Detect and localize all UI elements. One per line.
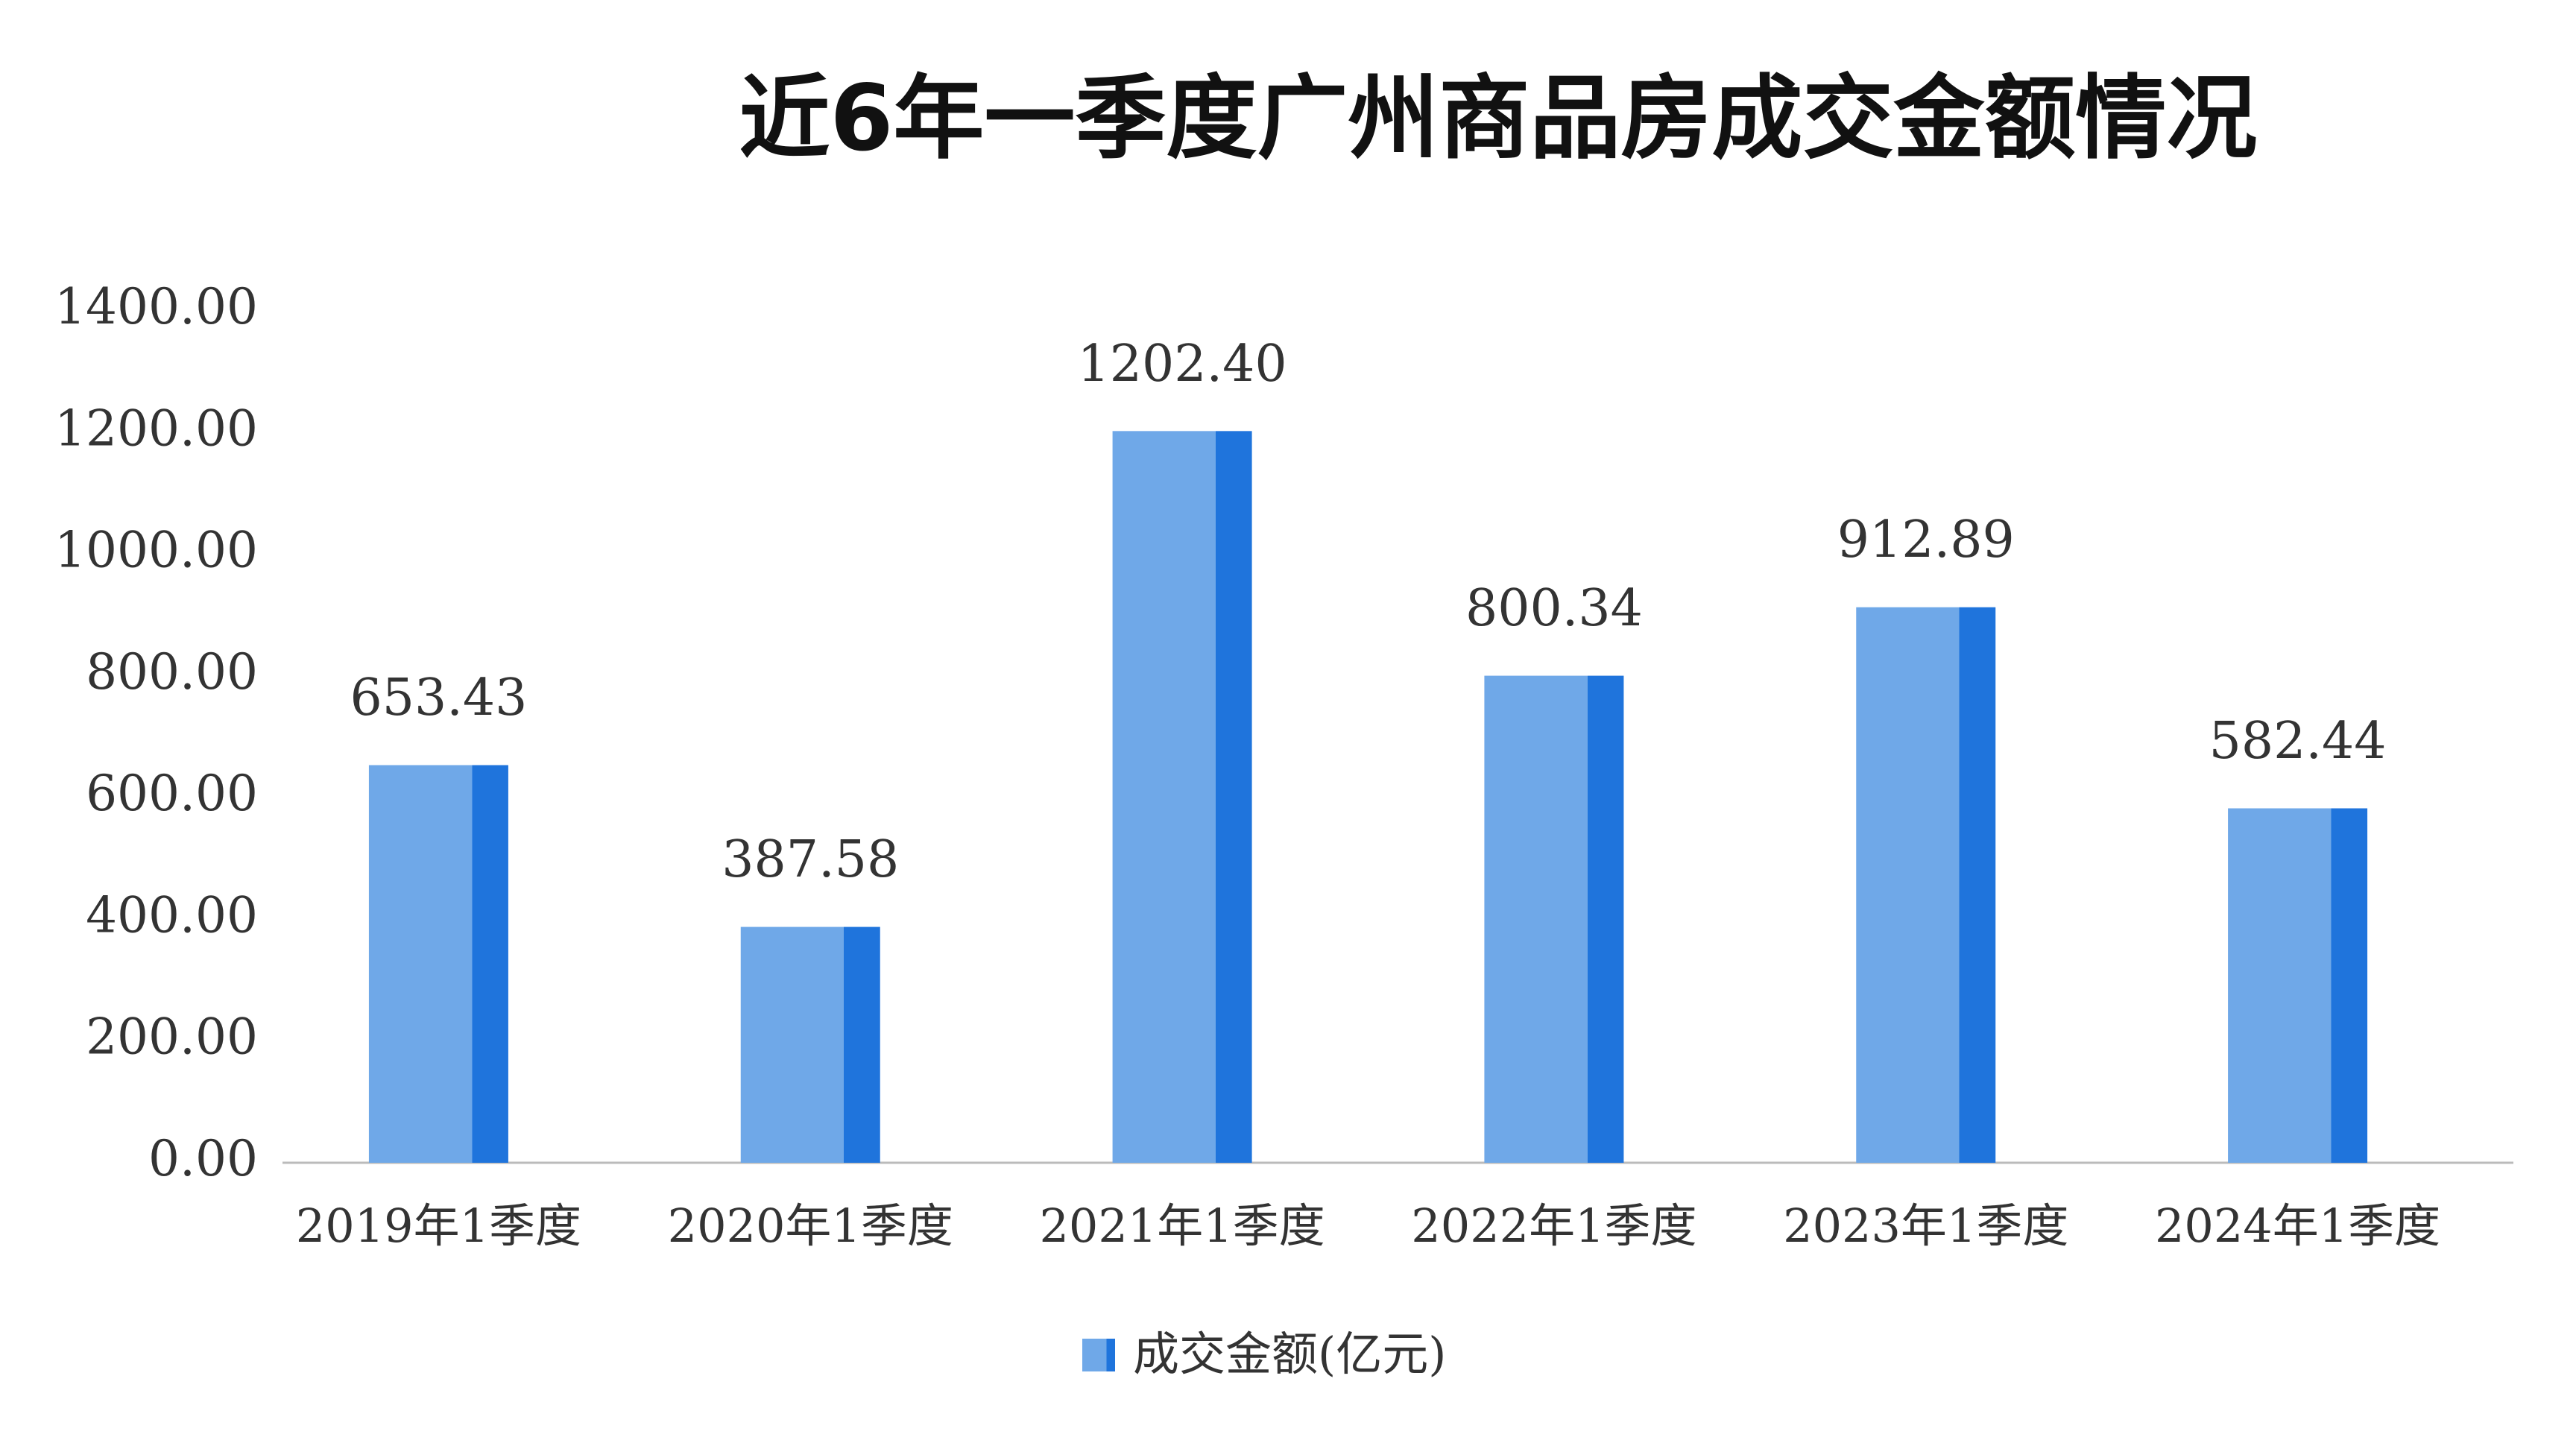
legend-label: 成交金额(亿元) [1133,1327,1446,1381]
y-tick-label: 200.00 [86,1008,258,1066]
chart-title: 近6年一季度广州商品房成交金额情况 [739,66,2258,171]
data-label: 1202.40 [1077,335,1287,394]
bar [1484,675,1624,1163]
bar [1112,431,1252,1163]
x-tick-label: 2021年1季度 [1039,1199,1325,1253]
data-label: 387.58 [722,830,899,889]
legend-swatch [1082,1339,1115,1371]
y-tick-label: 1000.00 [54,522,258,579]
bar [368,765,508,1163]
data-label: 653.43 [350,669,527,727]
x-tick-label: 2024年1季度 [2155,1199,2440,1253]
y-tick-label: 600.00 [86,765,258,822]
x-tick-label: 2023年1季度 [1783,1199,2068,1253]
data-label: 582.44 [2209,712,2387,771]
y-tick-label: 400.00 [86,886,258,944]
bar [740,926,880,1163]
data-label: 800.34 [1465,579,1643,638]
y-tick-label: 1200.00 [54,400,258,457]
y-tick-label: 1400.00 [54,278,258,335]
data-label: 912.89 [1837,511,2015,569]
y-tick-label: 0.00 [148,1130,258,1187]
x-tick-label: 2022年1季度 [1411,1199,1696,1253]
x-tick-label: 2020年1季度 [668,1199,953,1253]
y-tick-label: 800.00 [86,643,258,701]
x-tick-label: 2019年1季度 [296,1199,581,1253]
bar [1856,607,1996,1163]
bar [2228,808,2368,1163]
